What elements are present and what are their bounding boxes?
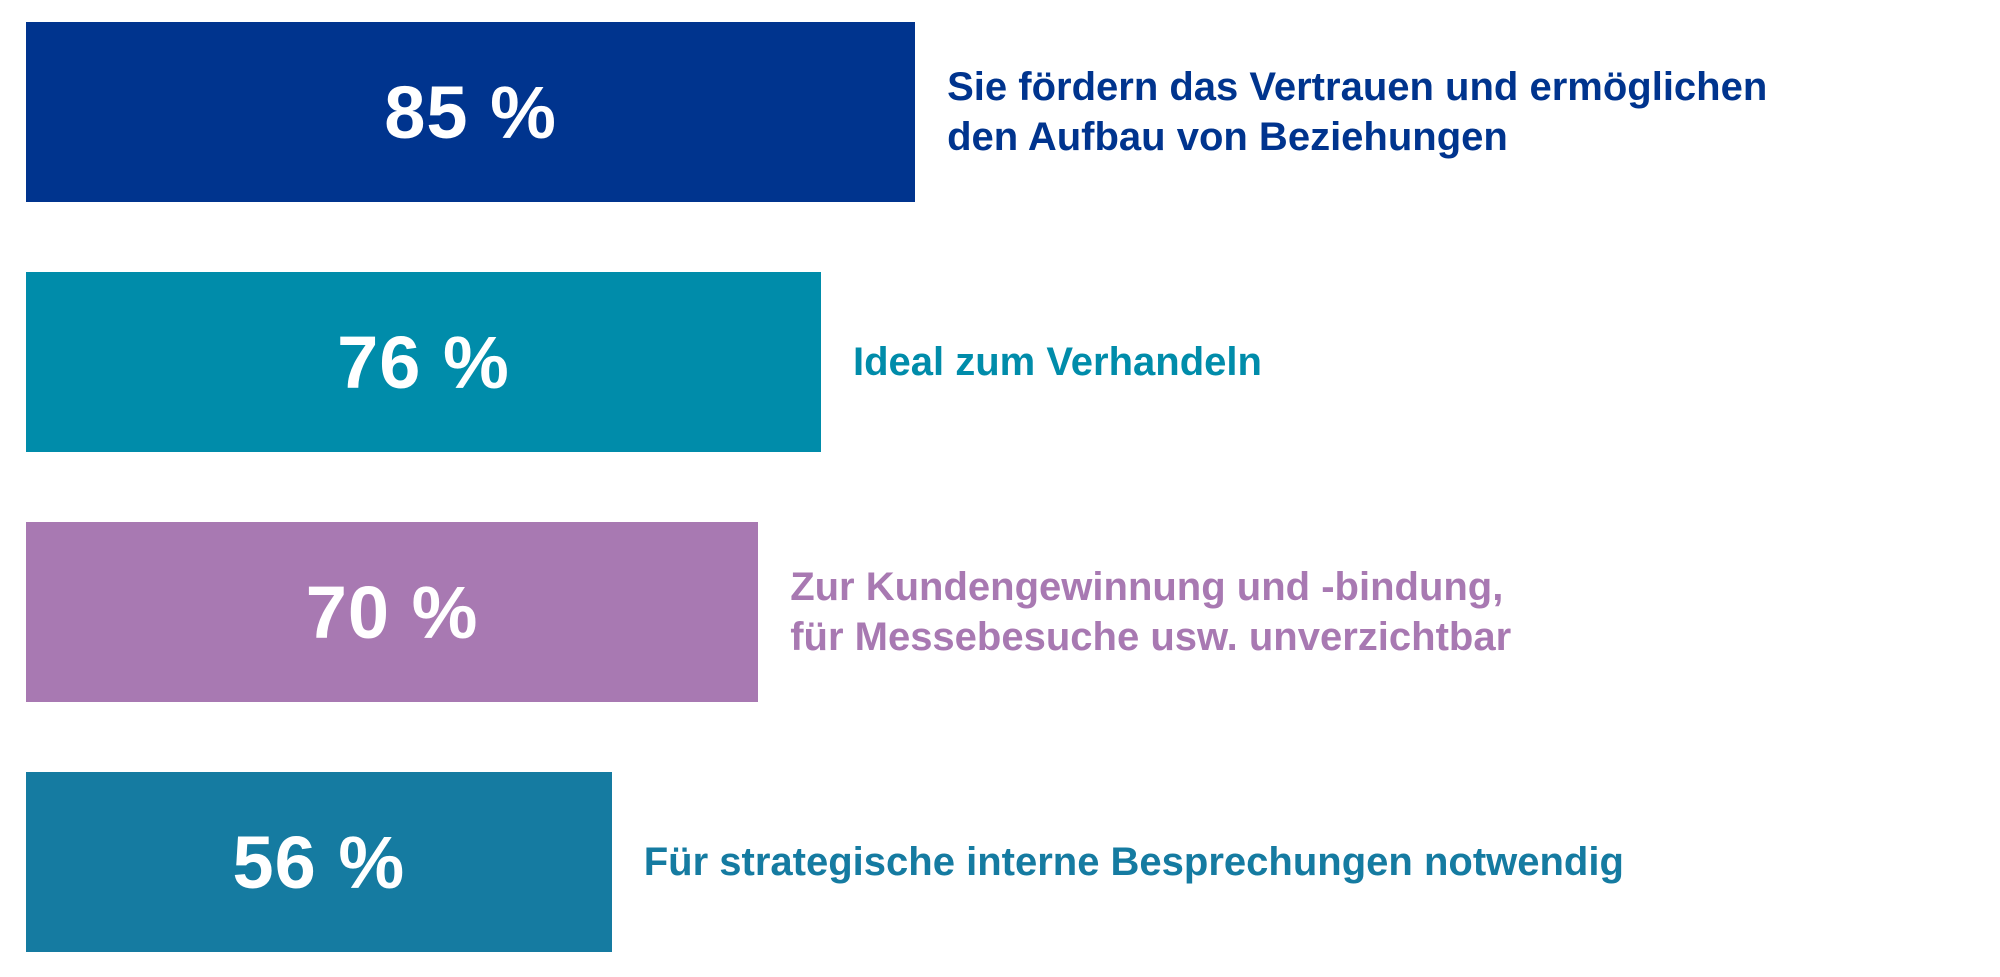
bar-1-label-line-2: den Aufbau von Beziehungen (947, 115, 1508, 159)
bar-3: 70 % (26, 522, 759, 702)
bar-row-2: 76 % Ideal zum Verhandeln (26, 272, 1966, 452)
bar-2: 76 % (26, 272, 821, 452)
bar-3-value-label: 70 % (305, 570, 479, 654)
bar-3-label-line-2: für Messebesuche usw. unverzichtbar (790, 615, 1512, 659)
bar-row-1: 85 % Sie fördern das Vertrauen und ermög… (26, 22, 1966, 202)
bar-1-value-label: 85 % (384, 70, 557, 154)
bar-3-label: Zur Kundengewinnung und -bindung, für Me… (790, 522, 1511, 702)
bar-row-4: 56 % Für strategische interne Besprechun… (26, 772, 1966, 952)
bar-4: 56 % (26, 772, 612, 952)
bar-1-label-line-1: Sie fördern das Vertrauen und ermögliche… (947, 65, 1768, 109)
bar-4-label-line-1: Für strategische interne Besprechungen n… (643, 840, 1624, 884)
bar-4-label: Für strategische interne Besprechungen n… (644, 772, 1624, 952)
bar-4-value-label: 56 % (232, 820, 406, 904)
bar-2-label-line-1: Ideal zum Verhandeln (852, 340, 1262, 384)
bar-2-value-label: 76 % (337, 320, 510, 404)
bar-1: 85 % (26, 22, 916, 202)
bar-1-label: Sie fördern das Vertrauen und ermögliche… (947, 22, 1767, 202)
bar-2-label: Ideal zum Verhandeln (853, 272, 1262, 452)
bar-row-3: 70 % Zur Kundengewinnung und -bindung, f… (26, 522, 1966, 702)
bar-3-label-line-1: Zur Kundengewinnung und -bindung, (790, 565, 1504, 609)
